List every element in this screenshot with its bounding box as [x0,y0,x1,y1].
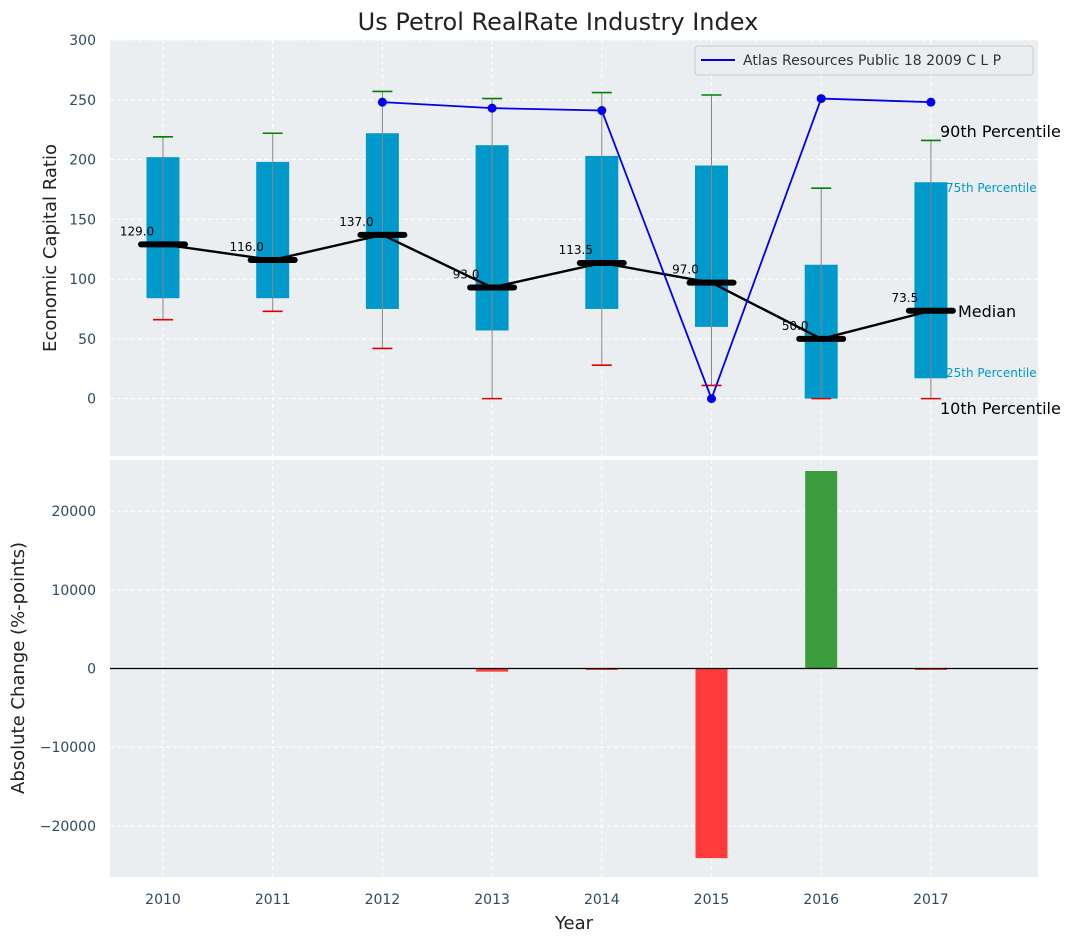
company-point [597,106,607,116]
x-tick-label: 2014 [584,892,620,908]
median-value-label: 73.5 [892,291,919,305]
annotation-p10: 10th Percentile [940,399,1061,418]
x-tick-label: 2013 [474,892,510,908]
change-bar [805,471,838,669]
median-value-label: 50.0 [782,319,809,333]
top-y-tick-label: 150 [69,212,96,228]
median-value-label: 129.0 [120,224,154,238]
median-value-label: 116.0 [230,240,264,254]
top-y-tick-label: 0 [87,392,96,408]
top-y-tick-label: 300 [69,33,96,49]
legend: Atlas Resources Public 18 2009 C L P [694,45,1034,76]
top-y-tick-label: 250 [69,93,96,109]
line-layer: 129.0 116.0 137.0 93.0 113.5 97.0 50.0 73.5 [120,94,956,404]
company-line [382,97,931,402]
legend-box [694,45,1034,76]
company-point [487,103,497,113]
change-bar [695,668,728,859]
change-bar [585,668,618,670]
x-tick-label: 2010 [145,892,181,908]
bottom-y-axis-label: Absolute Change (%-points) [8,542,29,794]
top-y-tick-label: 50 [78,332,96,348]
median-value-label: 137.0 [339,215,373,229]
bar-layer [110,471,1038,859]
bottom-y-tick-label: 20000 [51,504,96,520]
x-tick-label: 2015 [694,892,730,908]
median-line [162,233,932,341]
median-value-label: 93.0 [453,267,480,281]
annotation-p75: 75th Percentile [946,181,1037,195]
top-y-tick-label: 100 [69,272,96,288]
company-point [926,97,936,107]
bottom-y-tick-label: −10000 [40,740,96,756]
annotation-median: Median [958,302,1016,321]
x-tick-label: 2012 [365,892,401,908]
company-point [816,94,826,104]
x-tick-label: 2016 [803,892,839,908]
change-bar [476,668,509,672]
top-y-axis-label: Economic Capital Ratio [40,144,61,352]
legend-label: Atlas Resources Public 18 2009 C L P [743,53,1001,69]
x-tick-label: 2011 [255,892,291,908]
median-value-label: 97.0 [672,263,699,277]
bottom-y-tick-label: −20000 [40,819,96,835]
company-point [707,394,716,404]
bottom-y-tick-label: 10000 [51,583,96,599]
x-axis-label: Year [554,913,594,934]
top-grid [110,39,1038,456]
chart-title: Us Petrol RealRate Industry Index [358,8,759,36]
change-bar [914,668,947,670]
company-point [377,97,387,107]
box-layer [146,90,948,400]
median-value-label: 113.5 [559,243,593,257]
x-tick-label: 2017 [913,892,949,908]
bottom-y-tick-label: 0 [87,662,96,678]
annotation-p25: 25th Percentile [946,366,1037,380]
top-y-tick-label: 200 [69,153,96,169]
annotation-p90: 90th Percentile [940,122,1061,141]
